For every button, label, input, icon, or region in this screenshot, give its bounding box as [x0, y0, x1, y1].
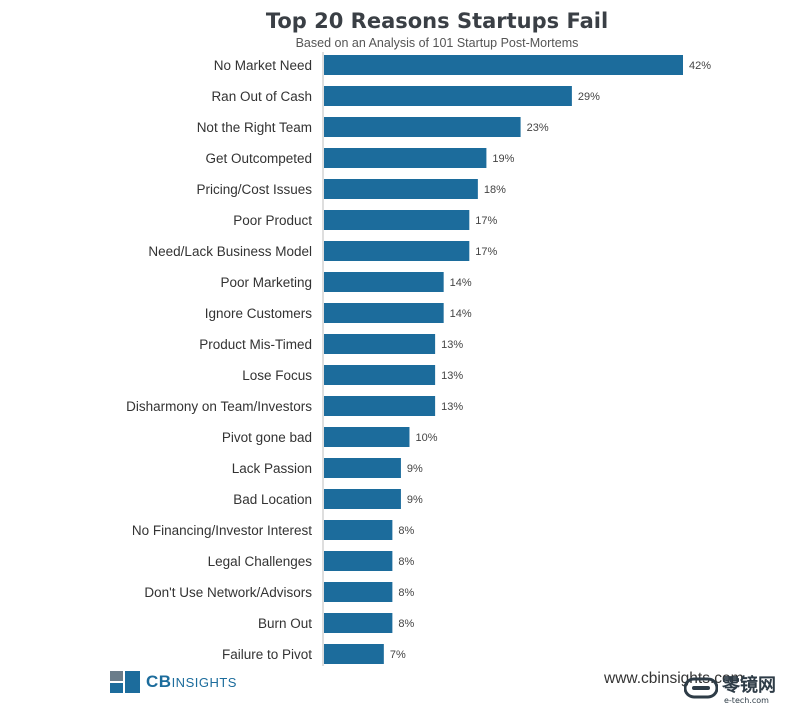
bar [324, 365, 436, 385]
category-label: Product Mis-Timed [199, 337, 312, 352]
category-label: Disharmony on Team/Investors [126, 399, 312, 414]
value-label: 10% [415, 432, 437, 444]
value-label: 14% [450, 277, 472, 289]
value-label: 8% [398, 618, 414, 630]
bars-group: No Market Need 42% Ran Out of Cash 29% Not t… [126, 55, 711, 664]
value-label: 9% [407, 494, 423, 506]
bar [324, 210, 470, 230]
value-label: 13% [441, 370, 463, 382]
bar [324, 582, 393, 602]
value-label: 42% [689, 60, 711, 72]
watermark: 零镜网 e-tech.com [684, 675, 776, 705]
bar [324, 334, 436, 354]
category-label: Failure to Pivot [222, 647, 312, 662]
category-label: Bad Location [233, 492, 312, 507]
bar [324, 613, 393, 633]
cb-insights-logo: CBINSIGHTS [110, 671, 237, 693]
category-label: Don't Use Network/Advisors [144, 585, 312, 600]
value-label: 23% [527, 122, 549, 134]
chart-title: Top 20 Reasons Startups Fail [266, 9, 608, 33]
category-label: Need/Lack Business Model [148, 244, 312, 259]
bar [324, 551, 393, 571]
category-label: Not the Right Team [197, 120, 312, 135]
category-label: Poor Product [233, 213, 312, 228]
bar [324, 458, 401, 478]
bar [324, 55, 683, 75]
bar [324, 427, 410, 447]
value-label: 13% [441, 401, 463, 413]
website-url: www.cbinsights.com [604, 670, 744, 687]
value-label: 13% [441, 339, 463, 351]
value-label: 19% [492, 153, 514, 165]
category-label: No Financing/Investor Interest [132, 523, 312, 538]
value-label: 8% [398, 525, 414, 537]
bar [324, 272, 444, 292]
value-label: 17% [475, 246, 497, 258]
category-label: No Market Need [214, 58, 312, 73]
value-label: 17% [475, 215, 497, 227]
bar [324, 179, 478, 199]
watermark-logo-icon [684, 677, 718, 699]
value-label: 9% [407, 463, 423, 475]
category-label: Ignore Customers [205, 306, 313, 321]
value-label: 18% [484, 184, 506, 196]
value-label: 29% [578, 91, 600, 103]
bar [324, 148, 487, 168]
bar [324, 303, 444, 323]
category-label: Get Outcompeted [205, 151, 312, 166]
value-label: 14% [450, 308, 472, 320]
category-label: Pivot gone bad [222, 430, 312, 445]
bar [324, 396, 436, 416]
value-label: 8% [398, 556, 414, 568]
category-label: Ran Out of Cash [211, 89, 312, 104]
category-label: Burn Out [258, 616, 312, 631]
bar [324, 241, 470, 261]
bar [324, 520, 393, 540]
chart-subtitle: Based on an Analysis of 101 Startup Post… [296, 36, 579, 50]
category-label: Pricing/Cost Issues [196, 182, 312, 197]
cb-logo-icon [110, 671, 140, 693]
category-label: Legal Challenges [208, 554, 313, 569]
bar [324, 86, 572, 106]
bar [324, 644, 384, 664]
category-label: Lack Passion [232, 461, 312, 476]
bar [324, 489, 401, 509]
value-label: 7% [390, 649, 406, 661]
watermark-url: e-tech.com [724, 696, 769, 705]
category-label: Poor Marketing [220, 275, 312, 290]
logo-text: CBINSIGHTS [146, 672, 237, 691]
bar [324, 117, 521, 137]
category-label: Lose Focus [242, 368, 312, 383]
value-label: 8% [398, 587, 414, 599]
watermark-text: 零镜网 [722, 675, 776, 696]
